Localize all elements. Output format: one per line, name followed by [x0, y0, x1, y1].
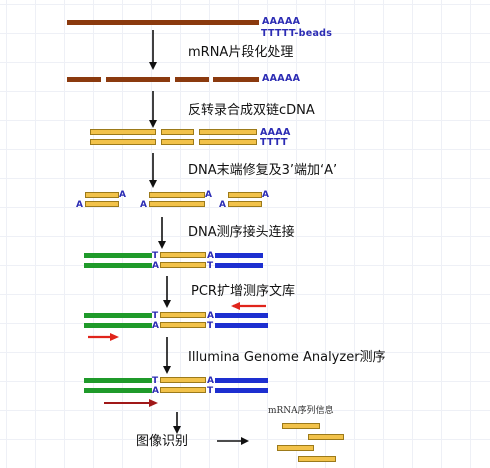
a-overhang: A: [119, 190, 126, 200]
step-adapter-ligation-label: DNA测序接头连接: [188, 225, 295, 240]
cdna-fragment: [85, 201, 119, 207]
a-overhang: A: [140, 200, 147, 210]
mrna-fragment: [106, 77, 170, 82]
t-base: T: [152, 251, 159, 261]
step-image-recognition-label: 图像识别: [136, 434, 189, 449]
insert-fragment: [160, 322, 206, 328]
cdna-fragment: [149, 192, 205, 198]
cdna-strand: [199, 129, 257, 135]
mrna-fragment: [213, 77, 259, 82]
primer-arrow-right: [231, 302, 266, 310]
sequence-read: [282, 423, 320, 429]
cdna-fragment: [85, 192, 119, 198]
t-base: T: [207, 261, 214, 271]
a-overhang: A: [219, 200, 226, 210]
a-base: A: [207, 376, 214, 386]
step-reverse-transcription-label: 反转录合成双链cDNA: [188, 103, 315, 118]
adapter-right: [215, 323, 268, 328]
insert-fragment: [160, 262, 206, 268]
adapter-left: [84, 253, 152, 258]
cdna-polya: AAAA: [260, 127, 291, 138]
adapter-left: [84, 263, 152, 268]
step-fragmentation-label: mRNA片段化处理: [188, 45, 294, 60]
adapter-left: [84, 323, 152, 328]
cdna-strand: [90, 139, 156, 145]
cdna-strand: [90, 129, 156, 135]
a-base: A: [152, 261, 159, 271]
mrna-sequence-info-label: mRNA序列信息: [268, 406, 334, 416]
step-sequencing-label: Illumina Genome Analyzer测序: [188, 350, 386, 365]
a-base: A: [207, 251, 214, 261]
adapter-right: [215, 388, 268, 393]
cdna-fragment: [228, 192, 262, 198]
adapter-right: [215, 313, 268, 318]
cdna-strand: [161, 139, 194, 145]
t-base: T: [152, 311, 159, 321]
cdna-fragment: [149, 201, 205, 207]
cdna-fragment: [228, 201, 262, 207]
a-overhang: A: [262, 190, 269, 200]
t-base: T: [207, 386, 214, 396]
mrna-strand: [67, 20, 259, 25]
polyt-beads: TTTTT-beads: [261, 28, 333, 39]
adapter-left: [84, 378, 152, 383]
t-base: T: [207, 321, 214, 331]
adapter-right: [215, 263, 263, 268]
adapter-left: [84, 388, 152, 393]
insert-fragment: [160, 387, 206, 393]
mrna-fragment: [175, 77, 209, 82]
sequence-read: [277, 445, 314, 451]
insert-fragment: [160, 312, 206, 318]
adapter-left: [84, 313, 152, 318]
a-base: A: [152, 386, 159, 396]
mrna-fragment: [67, 77, 101, 82]
t-base: T: [152, 376, 159, 386]
cdna-strand: [199, 139, 257, 145]
a-base: A: [152, 321, 159, 331]
a-overhang: A: [76, 200, 83, 210]
cdna-polyt: TTTT: [260, 137, 288, 148]
polya-tail: AAAAA: [262, 16, 301, 27]
sequence-read: [298, 456, 336, 462]
insert-fragment: [160, 252, 206, 258]
adapter-right: [215, 378, 268, 383]
sequence-read: [308, 434, 344, 440]
step-end-repair-label: DNA末端修复及3’端加‘A’: [188, 163, 338, 178]
sequencing-primer-arrow: [104, 399, 158, 407]
insert-fragment: [160, 377, 206, 383]
primer-arrow-left: [88, 333, 119, 341]
step-pcr-label: PCR扩增测序文库: [191, 284, 295, 299]
a-base: A: [207, 311, 214, 321]
adapter-right: [215, 253, 263, 258]
cdna-strand: [161, 129, 194, 135]
a-overhang: A: [205, 190, 212, 200]
fragment-polya-tail: AAAAA: [262, 73, 301, 84]
